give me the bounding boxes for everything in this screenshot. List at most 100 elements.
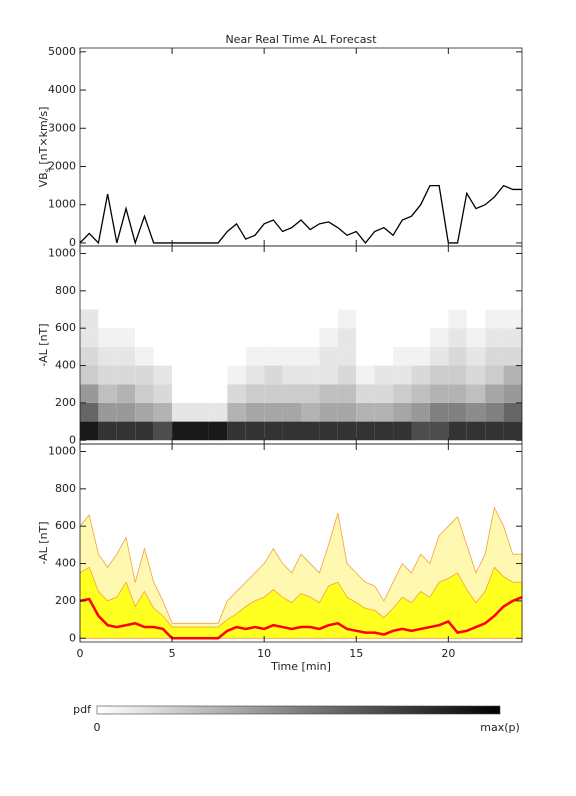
y-tick-label: 600 — [55, 321, 76, 334]
pdf-cell — [503, 402, 522, 422]
pdf-cell — [319, 328, 338, 347]
pdf-cell — [153, 346, 173, 366]
pdf-cell — [337, 346, 357, 366]
pdf-cell — [172, 328, 191, 347]
y-tick-label: 5000 — [48, 45, 76, 58]
pdf-cell — [485, 421, 504, 441]
pdf-cell — [411, 328, 430, 347]
pdf-cell — [301, 402, 320, 422]
pdf-cell — [503, 384, 522, 403]
pdf-cell — [485, 402, 504, 422]
pdf-cell — [356, 421, 375, 441]
x-tick-label: 15 — [349, 647, 363, 660]
y-tick-label: 800 — [55, 284, 76, 297]
pdf-cell — [411, 365, 430, 385]
y-tick-label: 400 — [55, 557, 76, 570]
y-tick-label: 1000 — [48, 246, 76, 259]
pdf-cell — [208, 365, 228, 385]
pdf-cell — [411, 384, 430, 403]
pdf-cell — [245, 346, 265, 366]
pdf-cell — [98, 365, 117, 385]
median-line — [79, 596, 523, 640]
pdf-cell — [374, 421, 394, 441]
pdf-cell — [393, 309, 412, 329]
pdf-cell — [135, 421, 154, 441]
line — [79, 184, 522, 246]
panel — [79, 184, 522, 246]
pdf-cell — [319, 309, 338, 329]
y-tick-label: 600 — [55, 519, 76, 532]
pdf-cell — [80, 346, 99, 366]
pdf-cell — [282, 328, 301, 347]
pdf-cell — [80, 365, 99, 385]
pdf-cell — [485, 346, 504, 366]
pdf-cell — [172, 421, 191, 441]
pdf-cell — [448, 346, 467, 366]
band — [79, 566, 523, 639]
pdf-cell — [319, 402, 338, 422]
pdf-cell — [485, 365, 504, 385]
pdf-cell — [374, 365, 394, 385]
pdf-cell — [448, 328, 467, 347]
y-tick-label: 2000 — [48, 159, 76, 172]
pdf-cell — [98, 384, 117, 403]
pdf-cell — [264, 421, 283, 441]
pdf-cell — [116, 402, 136, 422]
y-label-main: VB — [37, 172, 50, 187]
pdf-cell — [190, 328, 209, 347]
pdf-cell — [153, 384, 173, 403]
pdf-cell — [116, 384, 136, 403]
pdf-cell — [393, 402, 412, 422]
pdf-cell — [245, 365, 265, 385]
panel — [80, 309, 522, 441]
pdf-cell — [135, 365, 154, 385]
y-tick-label: 0 — [69, 631, 76, 644]
y-label-sub: s — [43, 168, 52, 172]
pdf-cell — [190, 402, 209, 422]
pdf-cell — [172, 309, 191, 329]
pdf-cell — [227, 365, 246, 385]
pdf-cell — [448, 421, 467, 441]
pdf-cell — [190, 346, 209, 366]
y-tick-label: 3000 — [48, 121, 76, 134]
pdf-cell — [208, 421, 228, 441]
panel — [79, 506, 523, 640]
pdf-cell — [153, 328, 173, 347]
pdf-cell — [98, 346, 117, 366]
pdf-cell — [448, 402, 467, 422]
pdf-cell — [208, 309, 228, 329]
pdf-cell — [393, 421, 412, 441]
pdf-cell — [98, 402, 117, 422]
pdf-cell — [80, 421, 99, 441]
pdf-cell — [227, 309, 246, 329]
colorbar-title: pdf — [73, 703, 92, 716]
pdf-cell — [466, 309, 486, 329]
pdf-cell — [190, 365, 209, 385]
pdf-cell — [301, 328, 320, 347]
pdf-cell — [245, 402, 265, 422]
pdf-cell — [356, 346, 375, 366]
pdf-cell — [319, 365, 338, 385]
x-tick-label: 10 — [257, 647, 271, 660]
y-tick-label: 200 — [55, 396, 76, 409]
pdf-cell — [356, 309, 375, 329]
pdf-cell — [466, 328, 486, 347]
pdf-cell — [135, 402, 154, 422]
pdf-cell — [135, 328, 154, 347]
pdf-cell — [485, 309, 504, 329]
pdf-cell — [153, 402, 173, 422]
pdf-cell — [393, 384, 412, 403]
pdf-cell — [503, 365, 522, 385]
pdf-cell — [356, 402, 375, 422]
pdf-cell — [80, 309, 99, 329]
pdf-cell — [393, 346, 412, 366]
plot-frame — [79, 47, 523, 247]
pdf-cell — [116, 346, 136, 366]
pdf-cell — [429, 384, 449, 403]
y-axis-label: -AL [nT] — [37, 323, 50, 366]
pdf-cell — [393, 365, 412, 385]
pdf-cell — [337, 309, 357, 329]
pdf-cell — [80, 402, 99, 422]
pdf-cell — [429, 346, 449, 366]
pdf-cell — [411, 421, 430, 441]
